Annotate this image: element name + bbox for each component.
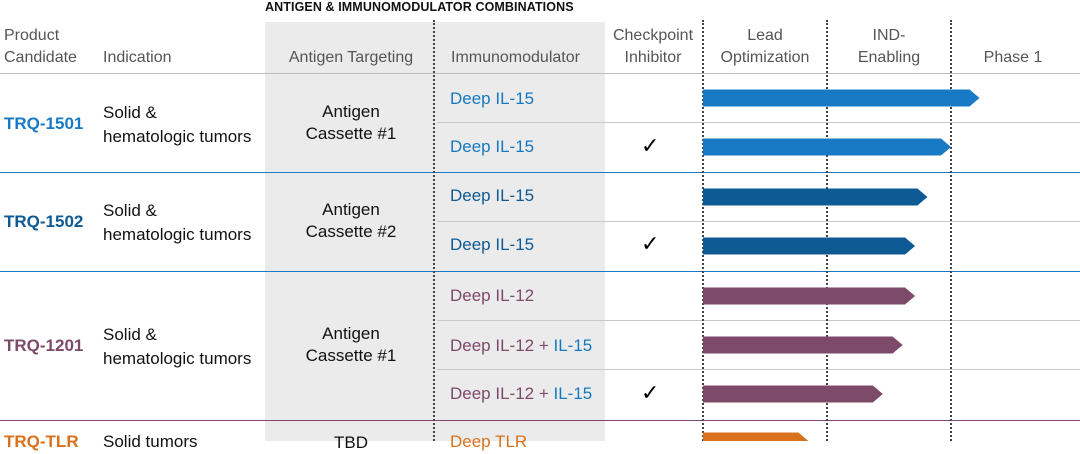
divider-stage-start	[702, 20, 704, 441]
header-phase-1: Phase 1	[983, 49, 1043, 66]
divider-antigen-immunomodulator	[433, 20, 435, 441]
group-rule-1201	[0, 271, 1080, 272]
immunomodulator-row-1: Deep IL-15	[450, 89, 535, 108]
header-ind-enabling: IND- Enabling	[828, 25, 950, 69]
header-ind-line2: Enabling	[857, 49, 921, 66]
immunomodulator-row-5: Deep IL-12	[450, 286, 535, 305]
immunomodulator-row-3: Deep IL-15	[450, 186, 535, 205]
checkmark-icon: ✓	[641, 380, 660, 405]
immunomodulator-row-6: Deep IL-12 + IL-15	[450, 336, 592, 356]
immunomodulator-plus: +	[534, 384, 554, 403]
immunomodulator-part: IL-15	[553, 384, 593, 403]
header-product: Product Candidate	[4, 25, 77, 69]
progress-arrow	[703, 89, 980, 107]
header-lead-optimization: Lead Optimization	[704, 25, 826, 69]
product-trq-1502: TRQ-1502	[4, 212, 84, 231]
immunomodulator-part: Deep IL-12	[450, 336, 535, 355]
antigen-line: Cassette #1	[305, 346, 397, 365]
row-rule	[437, 369, 1080, 370]
antigen-line: Antigen	[322, 102, 380, 121]
divider-ind-phase1	[950, 20, 952, 441]
header-indication: Indication	[103, 49, 172, 66]
progress-arrow	[703, 287, 916, 305]
antigen-trq-1502: Antigen Cassette #2	[268, 199, 434, 243]
checkmark-icon: ✓	[641, 133, 660, 158]
indication-trq-1501: Solid & hematologic tumors	[103, 101, 251, 149]
immunomodulator-plus: +	[534, 336, 554, 355]
header-immunomodulator: Immunomodulator	[451, 49, 580, 66]
header-checkpoint: Checkpoint Inhibitor	[607, 25, 699, 69]
antigen-line: Cassette #1	[305, 124, 397, 143]
immunomodulator-row-4: Deep IL-15	[450, 235, 535, 254]
header-ind-line1: IND-	[872, 27, 906, 44]
progress-arrow	[703, 385, 883, 403]
row-rule	[437, 221, 1080, 222]
group-rule-1502	[0, 172, 1080, 173]
product-trq-1501: TRQ-1501	[4, 114, 84, 133]
progress-arrow	[703, 138, 951, 156]
header-product-line1: Product	[4, 27, 60, 44]
indication-line: hematologic tumors	[103, 349, 252, 368]
header-antigen: Antigen Targeting	[288, 49, 414, 66]
header-lead-line1: Lead	[747, 27, 783, 44]
header-rule	[0, 73, 1080, 74]
antigen-line: Cassette #2	[305, 222, 397, 241]
immunomodulator-part: Deep IL-12	[450, 384, 535, 403]
antigen-trq-1501: Antigen Cassette #1	[268, 101, 434, 145]
header-lead-line2: Optimization	[720, 49, 810, 66]
progress-arrow	[703, 432, 809, 441]
checkmark-icon: ✓	[641, 231, 660, 256]
indication-line: Solid &	[103, 201, 157, 220]
immunomodulator-part: IL-15	[553, 336, 593, 355]
chart-title: ANTIGEN & IMMUNOMODULATOR COMBINATIONS	[265, 0, 574, 14]
header-product-line2: Candidate	[4, 49, 77, 66]
antigen-line: Antigen	[322, 200, 380, 219]
progress-arrow	[703, 188, 928, 206]
antigen-column-shade	[265, 22, 605, 441]
progress-arrows	[703, 89, 980, 441]
indication-trq-1201: Solid & hematologic tumors	[103, 323, 251, 371]
indication-line: Solid &	[103, 325, 157, 344]
divider-lead-ind	[826, 20, 828, 441]
header-checkpoint-line2: Inhibitor	[624, 49, 682, 66]
antigen-line: Antigen	[322, 324, 380, 343]
row-rule	[437, 320, 1080, 321]
indication-line: Solid &	[103, 103, 157, 122]
progress-arrow	[703, 336, 903, 354]
immunomodulator-row-2: Deep IL-15	[450, 137, 535, 156]
antigen-trq-1201: Antigen Cassette #1	[268, 323, 434, 367]
indication-line: hematologic tumors	[103, 127, 252, 146]
group-rule-tlr	[0, 420, 1080, 421]
indication-trq-1502: Solid & hematologic tumors	[103, 199, 251, 247]
indication-line: hematologic tumors	[103, 225, 252, 244]
product-trq-1201: TRQ-1201	[4, 336, 84, 355]
progress-arrow	[703, 237, 916, 255]
row-rule	[437, 122, 1080, 123]
immunomodulator-row-7: Deep IL-12 + IL-15	[450, 384, 592, 404]
header-checkpoint-line1: Checkpoint	[612, 27, 694, 44]
